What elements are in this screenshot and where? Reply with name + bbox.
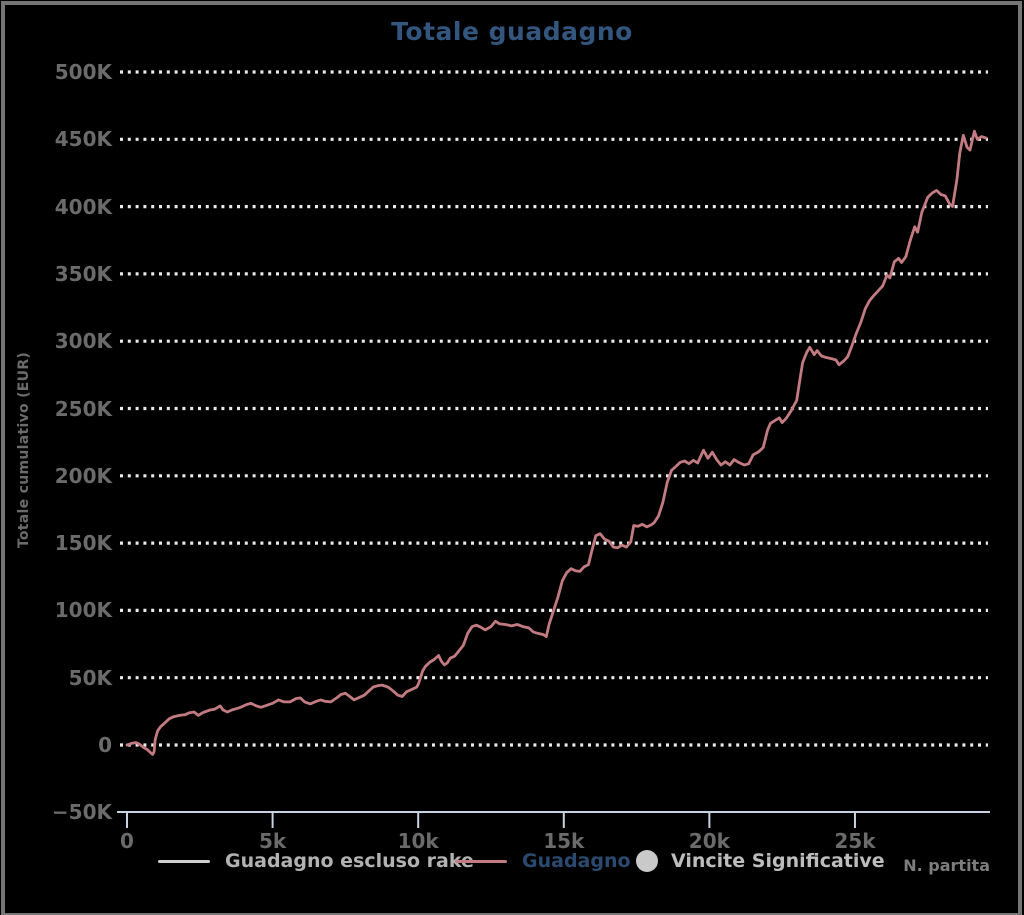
y-tick-label: −50K <box>51 800 112 825</box>
y-tick-label: 500K <box>54 60 112 84</box>
y-tick-label: 400K <box>54 194 112 219</box>
legend-item-guadagno-escluso-rake[interactable]: Guadagno escluso rake <box>158 847 474 875</box>
legend-circle-swatch-vincite <box>636 850 658 872</box>
y-tick-label: 150K <box>54 531 112 556</box>
legend-line-swatch-rake <box>158 859 210 863</box>
legend-label-vincite: Vincite Significative <box>671 850 885 872</box>
series-line-guadagno[interactable] <box>125 129 988 756</box>
legend-item-guadagno[interactable]: Guadagno <box>455 847 631 875</box>
x-tick-label: 20k <box>688 829 730 853</box>
x-tick-label: 25k <box>834 829 876 853</box>
x-tick-label: 10k <box>397 829 439 853</box>
y-tick-label: 300K <box>54 329 112 354</box>
legend-line-swatch-guadagno <box>455 859 507 863</box>
y-tick-label: 50K <box>68 665 112 690</box>
y-axis-title: Totale cumulativo (EUR) <box>16 351 32 549</box>
x-tick-label: 15k <box>543 829 585 853</box>
y-tick-label: 350K <box>54 261 112 286</box>
legend-label-rake: Guadagno escluso rake <box>225 850 474 872</box>
y-tick-label: 250K <box>54 396 112 421</box>
legend-item-vincite-significative[interactable]: Vincite Significative <box>636 847 885 875</box>
chart-title: Totale guadagno <box>391 17 633 46</box>
y-tick-label: 450K <box>54 127 112 152</box>
x-axis-title: N. partita <box>903 856 990 875</box>
y-tick-label: 0 <box>98 733 112 757</box>
y-tick-label: 100K <box>54 598 112 623</box>
x-tick-label: 5k <box>258 829 287 853</box>
x-tick-label: 0 <box>120 829 134 853</box>
y-tick-label: 200K <box>54 463 112 488</box>
legend-label-guadagno: Guadagno <box>522 850 631 872</box>
